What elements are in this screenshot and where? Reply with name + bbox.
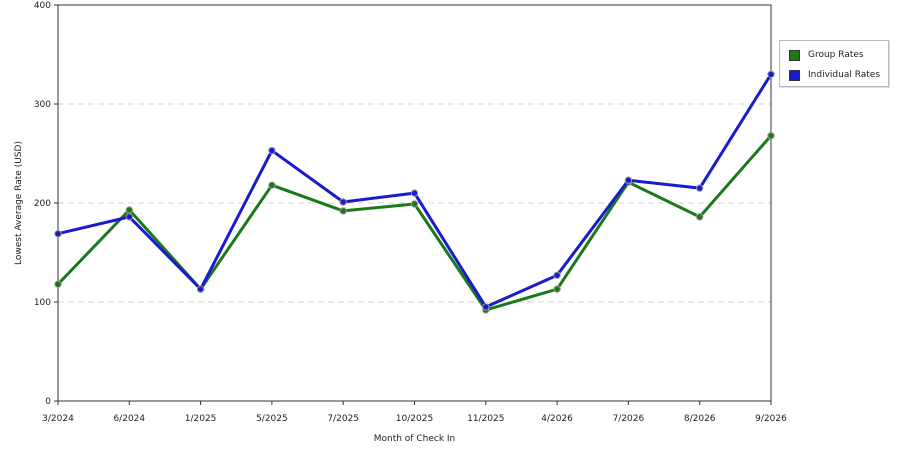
- x-tick-label: 4/2026: [541, 414, 573, 424]
- y-tick-label: 0: [45, 397, 51, 407]
- x-tick-label: 1/2025: [185, 414, 217, 424]
- data-point: [767, 70, 775, 79]
- x-tick-label: 6/2024: [113, 414, 145, 424]
- legend-item-individual: Individual Rates: [789, 68, 880, 82]
- y-tick-label: 100: [34, 298, 51, 308]
- data-point: [54, 280, 62, 288]
- data-point: [125, 213, 134, 221]
- x-tick-label: 3/2024: [42, 414, 74, 424]
- legend-label-individual: Individual Rates: [808, 70, 881, 80]
- series-line-0: [56, 134, 773, 312]
- legend-swatch-group: [789, 49, 800, 61]
- data-point: [339, 207, 347, 215]
- x-tick-label: 7/2026: [613, 414, 645, 424]
- x-axis-label: Month of Check In: [374, 434, 456, 444]
- data-point: [696, 213, 704, 221]
- axes: 0 100 200 300 400 3/2024 6/2024 1/2025 5/2025 7/2…: [34, 1, 787, 424]
- data-point: [553, 271, 561, 279]
- data-point: [125, 206, 134, 214]
- series-lines: [54, 70, 775, 314]
- y-tick-label: 400: [34, 1, 51, 11]
- data-point: [696, 184, 704, 192]
- y-tick-label: 200: [34, 199, 51, 209]
- data-point: [624, 176, 633, 184]
- x-tick-label: 7/2025: [327, 414, 359, 424]
- legend-item-group: Group Rates: [789, 48, 864, 62]
- legend-swatch-individual: [789, 69, 800, 81]
- legend: Group Rates Individual Rates: [779, 40, 889, 87]
- data-point: [196, 285, 205, 293]
- data-point: [410, 189, 419, 197]
- data-point: [268, 146, 276, 155]
- data-point: [339, 198, 347, 206]
- x-tick-label: 10/2025: [396, 414, 433, 424]
- data-point: [54, 229, 62, 238]
- y-tick-label: 300: [34, 100, 51, 110]
- data-point: [767, 131, 775, 140]
- x-tick-label: 9/2026: [755, 414, 787, 424]
- data-point: [410, 200, 419, 208]
- y-axis-label: Lowest Average Rate (USD): [14, 141, 24, 265]
- data-point: [482, 303, 490, 311]
- grid-lines: [58, 103, 771, 303]
- data-point: [553, 285, 561, 293]
- data-point: [268, 181, 276, 189]
- x-tick-label: 11/2025: [467, 414, 504, 424]
- x-tick-label: 8/2026: [684, 414, 716, 424]
- x-tick-label: 5/2025: [256, 414, 288, 424]
- legend-label-group: Group Rates: [808, 50, 864, 60]
